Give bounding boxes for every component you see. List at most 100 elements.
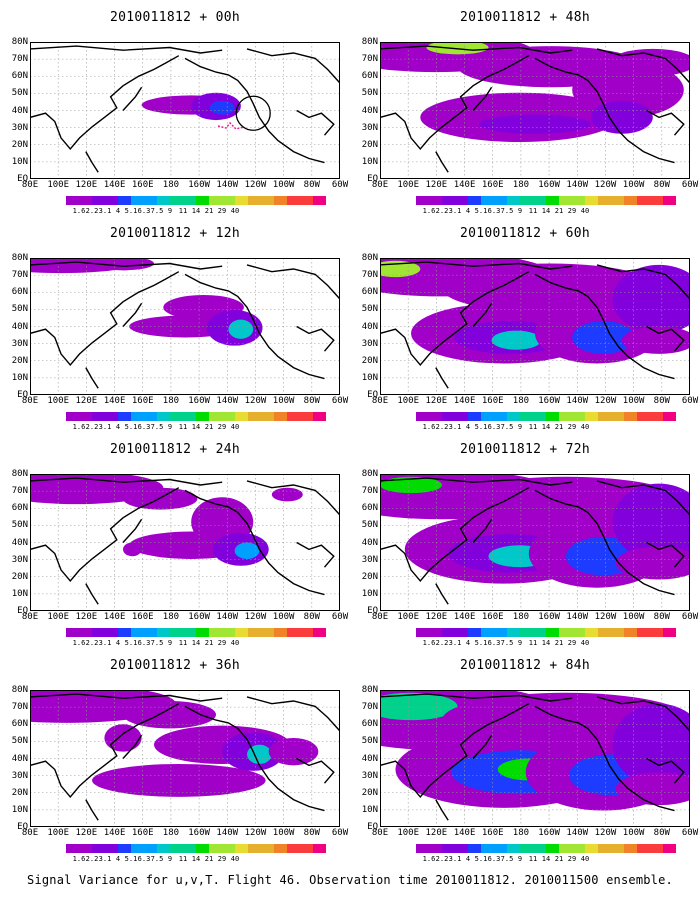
colorbar-swatch: [663, 628, 676, 637]
colorbar-swatch: [313, 196, 326, 205]
lon-label: 140W: [566, 612, 589, 622]
colorbar-swatch: [546, 844, 559, 853]
lat-label: 70N: [11, 702, 28, 713]
map-svg: [30, 690, 340, 827]
lat-label: 50N: [11, 520, 28, 531]
lat-label: 20N: [11, 139, 28, 150]
lon-label: 140W: [216, 180, 239, 190]
lon-label: 160W: [188, 828, 210, 838]
colorbar-label: 7.5: [500, 207, 514, 215]
lat-label: 70N: [361, 702, 378, 713]
colorbar-swatch: [598, 196, 611, 205]
coastline: [30, 487, 180, 582]
colorbar-swatch: [637, 196, 650, 205]
lon-label: 100E: [397, 828, 420, 838]
colorbar-swatch: [157, 844, 170, 853]
colorbar: [66, 196, 326, 205]
lat-label: 40N: [361, 105, 378, 116]
lon-label: 140E: [103, 180, 126, 190]
colorbar-swatch: [170, 412, 183, 421]
lon-label: 140E: [453, 396, 476, 406]
coastline: [30, 55, 180, 150]
coastline: [435, 799, 449, 821]
colorbar-swatch: [468, 628, 481, 637]
colorbar-swatch: [559, 196, 572, 205]
colorbar-swatch: [468, 412, 481, 421]
colorbar-label: 40: [230, 423, 240, 431]
lon-label: 80E: [371, 396, 389, 406]
colorbar-swatch: [183, 628, 196, 637]
map-area: [30, 42, 340, 179]
lon-label: 100E: [397, 180, 420, 190]
panel-title: 2010011812 + 00h: [109, 10, 241, 25]
colorbar-label: 14: [541, 639, 551, 647]
colorbar: [416, 412, 676, 421]
lat-label: 80N: [361, 253, 378, 263]
lat-label: 70N: [361, 486, 378, 497]
colorbar-swatch: [611, 412, 624, 421]
lon-label: 60W: [681, 828, 699, 838]
lon-label: 80W: [303, 396, 320, 406]
map-panel: 2010011812 + 60h 80N 70N 60N 50N 40N 30N 20N 10N…: [360, 216, 698, 431]
lon-label: 100E: [47, 180, 70, 190]
colorbar-label: 6.3: [137, 855, 151, 863]
colorbar-swatch: [274, 412, 287, 421]
colorbar-swatch: [118, 844, 131, 853]
colorbar-label: 2.2: [435, 639, 449, 647]
lon-label: 120W: [594, 612, 617, 622]
coastline: [122, 518, 143, 543]
colorbar: [66, 628, 326, 637]
lat-label: 80N: [11, 685, 28, 695]
coastline: [246, 480, 340, 516]
colorbar-label: 21: [204, 855, 214, 863]
lon-label: 120E: [425, 612, 448, 622]
lon-label: 100W: [622, 612, 645, 622]
lat-label: EQ: [367, 174, 378, 184]
colorbar-swatch: [546, 628, 559, 637]
lat-label: 30N: [361, 770, 378, 781]
colorbar-swatch: [416, 196, 429, 205]
colorbar-swatch: [235, 628, 248, 637]
coastline: [30, 693, 223, 702]
variance-region: [380, 692, 458, 721]
panel-title: 2010011812 + 48h: [459, 10, 591, 25]
colorbar-label: 5.1: [474, 639, 488, 647]
colorbar-label: 11: [528, 855, 538, 863]
variance-region: [479, 114, 591, 134]
lon-label: 80E: [21, 396, 39, 406]
colorbar-label: 11: [528, 423, 538, 431]
colorbar-label: 40: [230, 207, 240, 215]
lat-label: EQ: [17, 174, 28, 184]
coastline: [30, 45, 223, 54]
coastline: [246, 696, 340, 732]
colorbar-swatch: [79, 412, 92, 421]
lat-label: 70N: [11, 54, 28, 65]
colorbar-swatch: [170, 196, 183, 205]
colorbar-swatch: [105, 844, 118, 853]
lon-label: 140E: [453, 828, 476, 838]
colorbar-swatch: [598, 628, 611, 637]
colorbar-swatch: [533, 412, 546, 421]
coastline: [296, 541, 335, 568]
lat-label: 50N: [361, 520, 378, 531]
colorbar-swatch: [468, 844, 481, 853]
lon-label: 140W: [566, 828, 589, 838]
variance-region: [609, 48, 690, 77]
colorbar-swatch: [429, 196, 442, 205]
colorbar-swatch: [507, 628, 520, 637]
variance-region: [572, 321, 635, 354]
map-area: [380, 42, 690, 179]
colorbar-swatch: [157, 196, 170, 205]
colorbar-label: 4: [465, 639, 471, 647]
variance-region: [615, 546, 690, 580]
colorbar-swatch: [442, 628, 455, 637]
colorbar-label: 6.3: [137, 423, 151, 431]
colorbar-label: 14: [191, 639, 201, 647]
colorbar-label: 29: [217, 207, 227, 215]
colorbar-label: 14: [191, 207, 201, 215]
colorbar-swatch: [183, 844, 196, 853]
colorbar-label: 9: [517, 639, 523, 647]
colorbar-swatch: [481, 196, 494, 205]
colorbar-swatch: [170, 628, 183, 637]
colorbar-swatch: [222, 628, 235, 637]
